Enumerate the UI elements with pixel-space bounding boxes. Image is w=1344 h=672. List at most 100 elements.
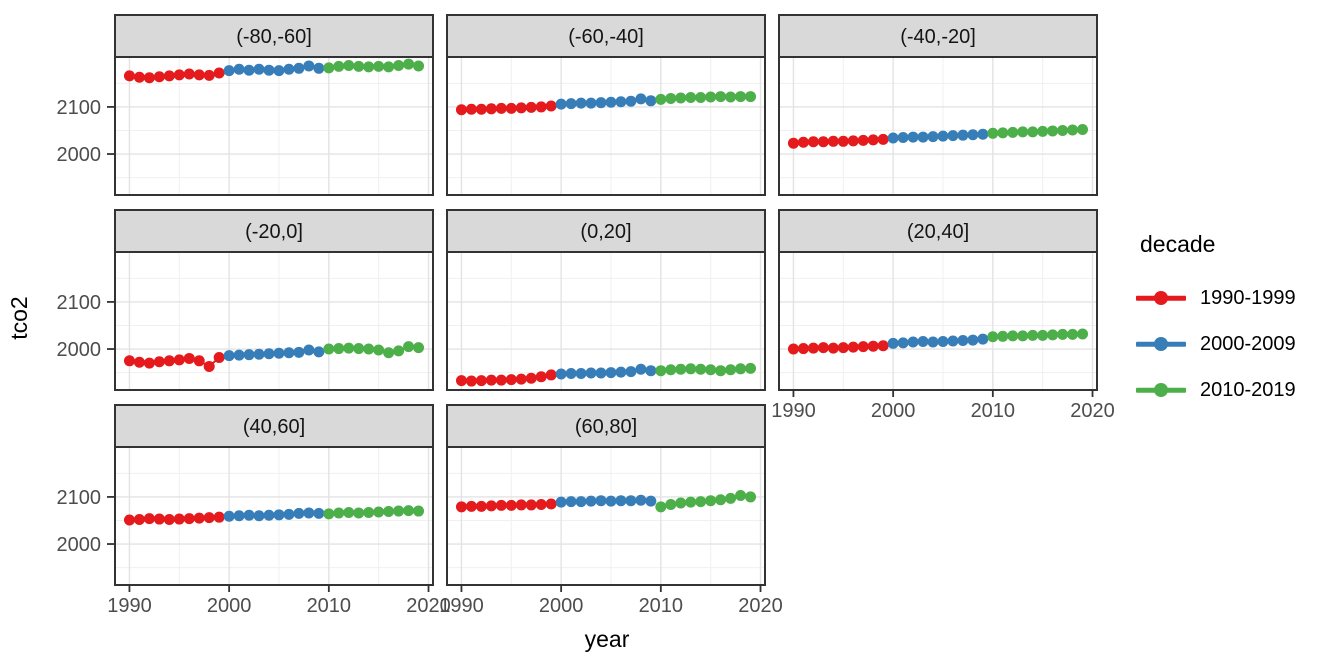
facet-strip	[446, 209, 766, 253]
data-point	[725, 91, 737, 103]
panel-background	[447, 57, 765, 195]
data-point	[403, 505, 415, 517]
data-point	[957, 335, 969, 347]
data-point	[1047, 125, 1059, 137]
data-point	[455, 501, 467, 513]
facet-strip-label: (20,40]	[907, 221, 969, 243]
data-point	[625, 366, 637, 378]
data-point	[605, 495, 617, 507]
data-point	[293, 346, 305, 358]
data-point	[303, 60, 315, 72]
data-point	[867, 134, 879, 146]
legend-key-point-icon	[1136, 328, 1186, 360]
data-point	[715, 365, 727, 377]
data-point	[605, 367, 617, 379]
data-point	[233, 63, 245, 75]
data-point	[535, 498, 547, 510]
x-axis-title: year	[584, 626, 630, 652]
data-point	[173, 69, 185, 81]
data-point	[655, 365, 667, 377]
data-point	[967, 334, 979, 346]
facet-strip-label: (-60,-40]	[568, 26, 644, 48]
data-point	[575, 97, 587, 109]
data-point	[817, 342, 829, 354]
x-tick-label: 2020	[738, 595, 783, 617]
data-point	[233, 349, 245, 361]
data-point	[203, 360, 215, 372]
data-point	[413, 60, 425, 72]
legend-label: 1990-1999	[1200, 286, 1296, 309]
data-point	[485, 103, 497, 115]
data-point	[243, 509, 255, 521]
data-point	[393, 345, 405, 357]
data-point	[1057, 124, 1069, 136]
facet-strip-label: (-40,-20]	[900, 26, 976, 48]
data-point	[565, 98, 577, 110]
panel-background	[447, 447, 765, 585]
data-point	[907, 336, 919, 348]
data-point	[675, 363, 687, 375]
x-tick-label: 1990	[771, 400, 816, 422]
data-point	[495, 499, 507, 511]
data-point	[957, 129, 969, 141]
data-point	[695, 363, 707, 375]
data-point	[273, 347, 285, 359]
data-point	[525, 101, 537, 113]
data-point	[373, 344, 385, 356]
data-point	[153, 513, 165, 525]
data-point	[353, 507, 365, 519]
facet-strip-label: (60,80]	[575, 416, 637, 438]
facet-strip-label: (-80,-60]	[236, 26, 312, 48]
data-point	[193, 69, 205, 81]
data-point	[243, 64, 255, 76]
data-point	[615, 495, 627, 507]
data-point	[393, 505, 405, 517]
data-point	[413, 342, 425, 354]
data-point	[363, 343, 375, 355]
legend-key-dot	[1154, 291, 1168, 305]
data-point	[685, 92, 697, 104]
y-axis-title: tco2	[6, 296, 32, 340]
data-point	[797, 136, 809, 148]
data-point	[263, 509, 275, 521]
data-point	[1007, 126, 1019, 138]
data-point	[273, 509, 285, 521]
data-point	[123, 355, 135, 367]
data-point	[877, 340, 889, 352]
data-point	[735, 490, 747, 502]
data-point	[645, 95, 657, 107]
data-point	[303, 344, 315, 356]
data-point	[595, 495, 607, 507]
legend-key-point-icon	[1136, 374, 1186, 406]
x-tick-label: 2000	[539, 595, 584, 617]
data-point	[163, 514, 175, 526]
legend-label: 2000-2009	[1200, 332, 1296, 355]
data-point	[403, 58, 415, 70]
legend-key-dot	[1154, 383, 1168, 397]
data-point	[857, 134, 869, 146]
data-point	[143, 357, 155, 369]
data-point	[455, 104, 467, 116]
data-point	[313, 507, 325, 519]
data-point	[705, 91, 717, 103]
data-point	[233, 510, 245, 522]
data-point	[253, 348, 265, 360]
data-point	[213, 67, 225, 79]
data-point	[363, 61, 375, 73]
data-point	[745, 491, 757, 503]
data-point	[273, 65, 285, 77]
data-point	[575, 496, 587, 508]
data-point	[465, 375, 477, 387]
data-point	[987, 331, 999, 343]
data-point	[735, 91, 747, 103]
x-tick-label: 2010	[639, 595, 684, 617]
data-point	[947, 335, 959, 347]
data-point	[283, 347, 295, 359]
facet-strip-label: (40,60]	[243, 416, 305, 438]
data-point	[223, 350, 235, 362]
data-point	[635, 93, 647, 105]
data-point	[133, 514, 145, 526]
data-point	[565, 368, 577, 380]
data-point	[937, 130, 949, 142]
data-point	[333, 60, 345, 72]
